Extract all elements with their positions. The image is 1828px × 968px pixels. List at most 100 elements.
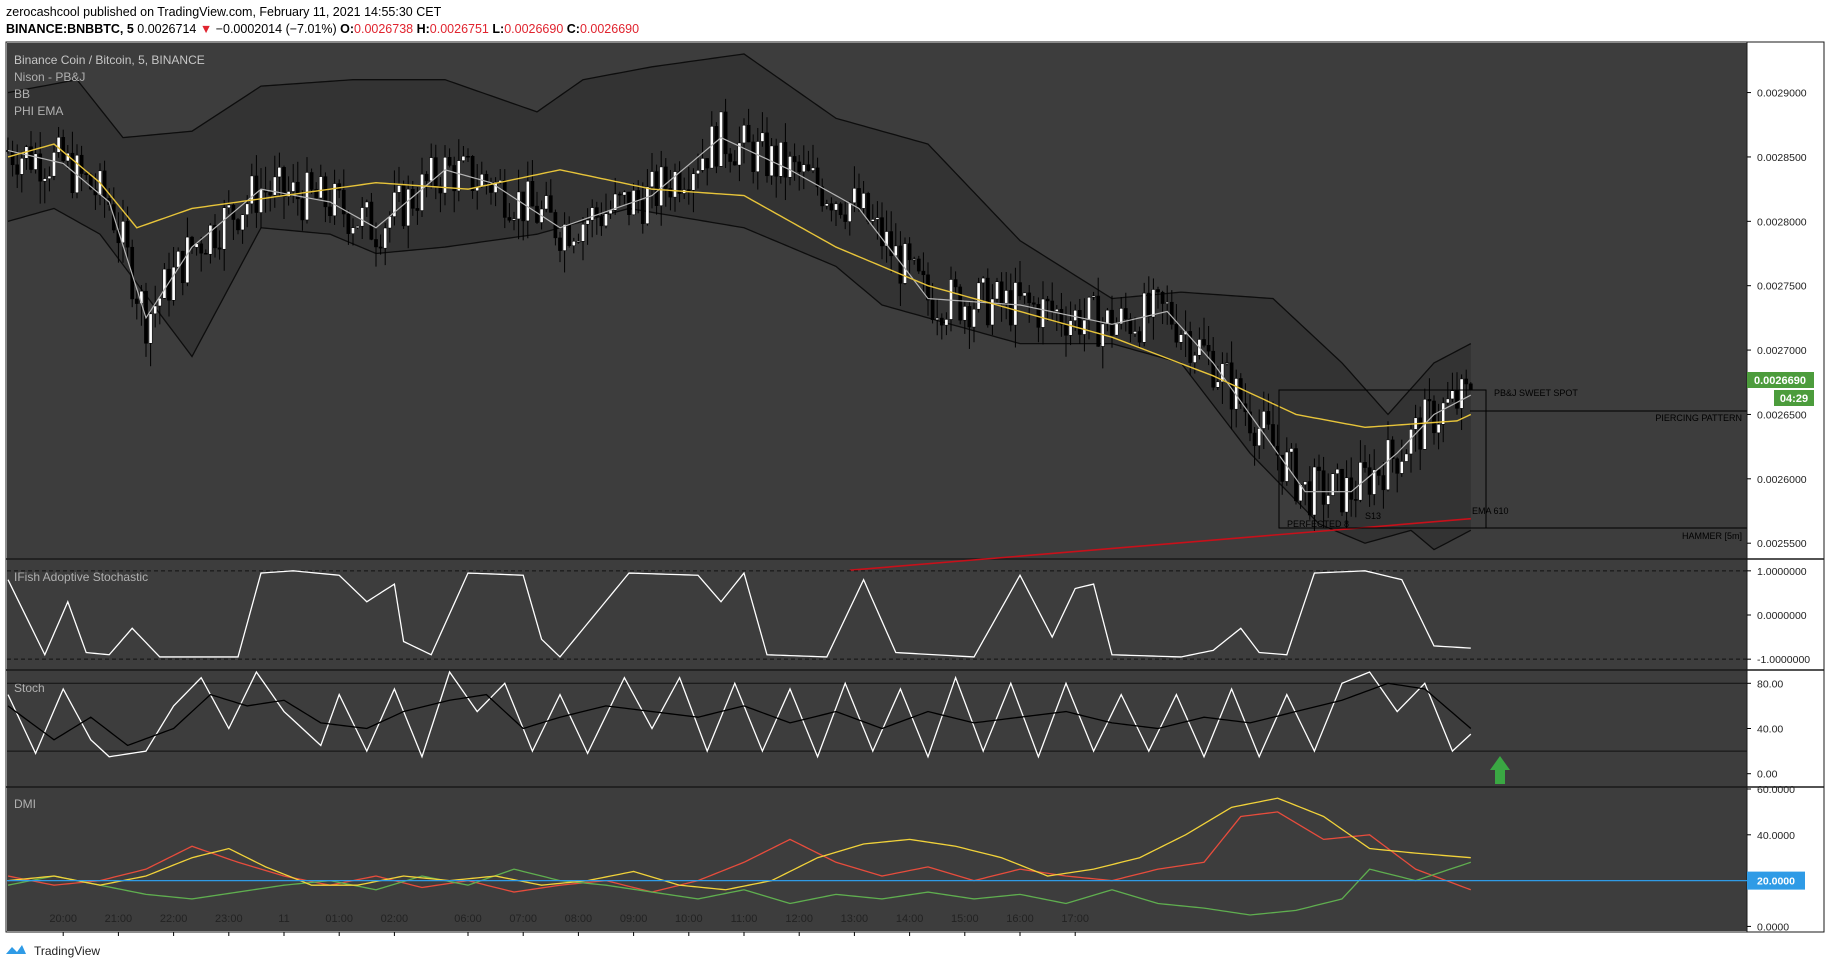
candle [84,173,89,176]
candle [1404,453,1409,462]
open-label: O: [340,22,354,36]
candle [1427,399,1432,402]
candle [1206,345,1211,352]
candle [884,231,889,247]
time-axis[interactable]: 20:00 21:00 22:00 23:00 11 01:00 02:00 06:00 07:… [49,913,1089,936]
candle [1064,324,1068,336]
time-label: 07:00 [509,913,537,925]
axis-tick-label: -1.0000000 [1757,654,1810,666]
candle [801,164,806,173]
price-axis[interactable]: 0.0029000 0.0028500 0.0028000 0.0027500 0.00… [1747,88,1807,551]
candle [1018,282,1022,297]
candle [742,124,746,144]
candle [1179,334,1183,343]
candle [622,191,627,196]
candle [1215,381,1220,388]
candle [383,227,388,249]
candle [199,243,204,254]
candle [967,306,972,328]
ema-610-line [849,517,1471,572]
phi-ema-line [7,143,1472,429]
candle [820,186,825,207]
down-arrow-icon: ▼ [200,22,212,36]
legend-nison[interactable]: Nison - PB&J [14,70,85,84]
candle [613,193,618,211]
candle [617,193,622,196]
candle [1225,362,1229,364]
candle [861,193,866,209]
candle [1041,298,1045,328]
candle [1390,439,1395,459]
candle [521,191,526,222]
candle [843,214,848,222]
candle [1376,469,1381,476]
candle [907,243,912,261]
candle [774,145,779,177]
candle [691,173,696,191]
candle [332,183,337,217]
candle [1381,475,1386,491]
candle [1464,378,1469,385]
stoch-title[interactable]: Stoch [14,681,45,695]
time-label: 20:00 [49,913,77,925]
series-line-1 [7,861,1472,916]
candle [387,216,392,229]
candle [852,188,857,204]
candle [645,186,650,224]
candle [732,161,737,166]
candle [1399,461,1404,474]
candle [778,142,783,177]
candle [912,258,917,261]
candle [410,188,415,209]
candle [723,111,728,155]
candle [737,142,742,166]
price-pane[interactable]: PB&J SWEET SPOT PIERCING PATTERN PERFECT… [6,53,1814,572]
candle [1202,339,1206,346]
series-line-2 [7,797,1471,891]
annotation-pbj-sweet-spot: PB&J SWEET SPOT [1494,388,1578,398]
time-label: 08:00 [565,913,593,925]
candle [824,203,829,207]
candle [447,157,452,166]
stoch-pane[interactable]: Stoch 80.00 40.00 0.00 [7,670,1783,784]
candle [1459,378,1464,409]
time-label: 06:00 [454,913,482,925]
price-change: −0.0002014 (−7.01%) [216,22,337,36]
legend-symbol[interactable]: Binance Coin / Bitcoin, 5, BINANCE [14,53,205,67]
candle [148,313,153,344]
candle [916,258,921,272]
legend: Binance Coin / Bitcoin, 5, BINANCE Nison… [14,53,205,118]
candle [452,165,457,192]
candle [654,171,659,206]
legend-phi-ema[interactable]: PHI EMA [14,104,63,118]
candle [1123,308,1128,320]
candle [1340,468,1344,513]
time-label: 13:00 [841,913,869,925]
candle [1077,310,1082,335]
candle [880,217,884,247]
ifish-pane[interactable]: IFish Adoptive Stochastic 1.0000000 0.000… [7,566,1810,666]
candle [903,243,907,284]
candle [185,236,190,284]
legend-bb[interactable]: BB [14,87,30,101]
price-tick-label: 0.0027000 [1757,345,1807,357]
dmi-title[interactable]: DMI [14,797,36,811]
candle [102,170,107,199]
candle [222,207,227,250]
candle [783,142,788,178]
candle [585,219,590,225]
candle [1133,331,1137,334]
candle [277,167,282,178]
ifish-title[interactable]: IFish Adoptive Stochastic [14,570,148,584]
candle [806,164,811,171]
price-tick-label: 0.0029000 [1757,88,1807,100]
candle [558,237,562,251]
time-label: 16:00 [1006,913,1034,925]
candle [1436,424,1441,434]
annotation-perfected-8: PERFECTED 8 [1287,519,1349,529]
candle [33,153,38,170]
candle [466,155,470,158]
candle [673,171,677,198]
